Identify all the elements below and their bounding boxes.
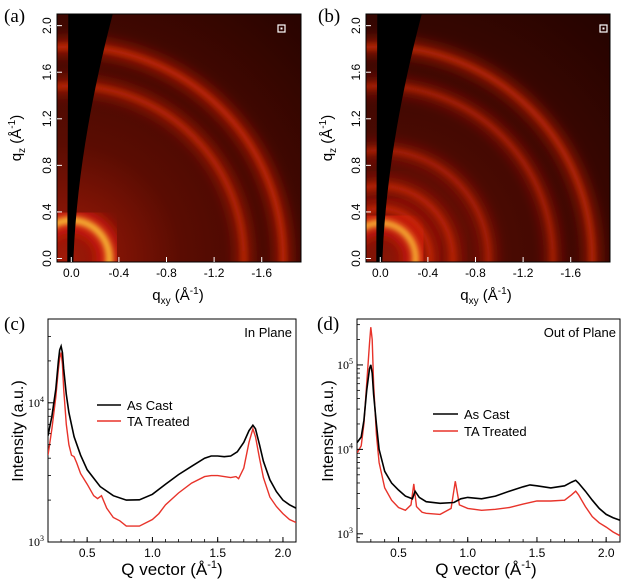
- panel-c-series-as-cast-line: [48, 343, 296, 509]
- panel-a-y-tick-label-3: 1.2: [40, 110, 54, 127]
- panel-d-y-tick-label-2: 105: [337, 357, 353, 372]
- panel-c-series-ta-treated-line: [48, 352, 296, 527]
- panel-b-y-axis-label: qz (Å-1): [318, 115, 339, 161]
- panel-a-x-tick-label-1: -0.4: [109, 266, 130, 280]
- panel-c-x-tick-label-0: 0.5: [79, 546, 96, 560]
- panel-a-y-tick-label-5: 2.0: [40, 17, 54, 34]
- panel-b-x-tick-label-3: -1.2: [513, 266, 534, 280]
- panel-a-y-tick-label-0: 0.0: [40, 250, 54, 267]
- panel-c-label: (c): [4, 314, 25, 335]
- panel-a-y-tick-label-2: 0.8: [40, 157, 54, 174]
- panel-d-legend: As Cast TA Treated: [433, 407, 527, 439]
- panel-a-y-tick-label-1: 0.4: [40, 203, 54, 220]
- panel-a: 0.0 -0.4 -0.8 -1.2 -1.6 0.0 0.4 0.8 1.2 1.6 2.0 (…: [4, 6, 302, 307]
- panel-b-x-ticks: 0.0 -0.4 -0.8 -1.2 -1.6: [372, 257, 581, 280]
- panel-b-x-axis-label: qxy (Å-1): [460, 286, 511, 307]
- panel-c-legend: As Cast TA Treated: [97, 398, 190, 429]
- panel-d-x-ticks: 0.5 1.0 1.5 2.0: [356, 537, 621, 560]
- panel-b-y-tick-label-3: 1.2: [349, 110, 363, 127]
- panel-a-label: (a): [4, 6, 25, 27]
- panel-d-legend-ta-treated-label: TA Treated: [464, 424, 527, 439]
- panel-b-frame: [365, 13, 611, 263]
- panel-d-y-tick-label-1: 104: [337, 441, 353, 456]
- panel-b-x-tick-label-1: -0.4: [418, 266, 439, 280]
- panel-d-frame: [356, 318, 621, 543]
- panel-b-missing-wedge: [376, 14, 422, 262]
- panel-a-x-tick-label-2: -0.8: [156, 266, 177, 280]
- panel-b-y-ticks: 0.0 0.4 0.8 1.2 1.6 2.0: [349, 17, 371, 267]
- panel-b-y-tick-label-2: 0.8: [349, 157, 363, 174]
- panel-c: 0.5 1.0 1.5 2.0 103 104 (c) In Plane As Cast…: [4, 314, 297, 579]
- panel-b: 0.0 -0.4 -0.8 -1.2 -1.6 0.0 0.4 0.8 1.2 1.6 2.0 (…: [318, 6, 611, 307]
- panel-b-y-tick-label-1: 0.4: [349, 203, 363, 220]
- panel-b-y-tick-label-5: 2.0: [349, 17, 363, 34]
- panel-d-title: Out of Plane: [544, 325, 616, 340]
- panel-c-legend-ta-treated-label: TA Treated: [127, 414, 190, 429]
- panel-a-y-ticks: 0.0 0.4 0.8 1.2 1.6 2.0: [40, 17, 62, 267]
- panel-c-y-axis-label: Intensity (a.u.): [10, 380, 27, 481]
- panel-a-beamstop-marker: [277, 24, 286, 33]
- panel-b-x-tick-label-2: -0.8: [465, 266, 486, 280]
- panel-d-series-as-cast-line: [357, 364, 620, 521]
- panel-a-y-axis-label: qz (Å-1): [7, 115, 28, 161]
- panel-c-x-tick-label-3: 2.0: [275, 546, 292, 560]
- panel-c-y-ticks: 103 104: [28, 318, 54, 549]
- panel-b-x-tick-label-0: 0.0: [372, 266, 389, 280]
- panel-a-x-tick-label-4: -1.6: [251, 266, 272, 280]
- panel-a-missing-wedge: [67, 14, 113, 262]
- panel-d-label: (d): [317, 314, 339, 335]
- panel-a-x-axis-label: qxy (Å-1): [152, 286, 203, 307]
- panel-a-x-tick-label-3: -1.2: [204, 266, 225, 280]
- panel-d-legend-as-cast-label: As Cast: [464, 407, 510, 422]
- panel-d-series-ta-treated-line: [357, 327, 620, 537]
- panel-c-x-tick-label-2: 1.5: [209, 546, 226, 560]
- panel-d-y-tick-label-0: 103: [337, 526, 353, 541]
- panel-d-x-axis-label: Q vector (Å-1): [435, 559, 536, 579]
- panel-c-x-ticks: 0.5 1.0 1.5 2.0: [47, 537, 297, 560]
- panel-b-beamstop-marker: [599, 24, 608, 33]
- panel-d-x-tick-label-2: 1.5: [529, 546, 546, 560]
- panel-a-y-tick-label-4: 1.6: [40, 64, 54, 81]
- panel-d-y-ticks: 103 104 105: [337, 324, 363, 543]
- panel-c-legend-as-cast-label: As Cast: [127, 398, 173, 413]
- panel-d-x-tick-label-0: 0.5: [390, 546, 407, 560]
- panel-a-x-tick-label-0: 0.0: [63, 266, 80, 280]
- panel-c-x-tick-label-1: 1.0: [144, 546, 161, 560]
- panel-d-x-tick-label-1: 1.0: [459, 546, 476, 560]
- panel-c-x-axis-label: Q vector (Å-1): [121, 559, 222, 579]
- panel-d-x-tick-label-3: 2.0: [598, 546, 615, 560]
- panel-b-x-tick-label-4: -1.6: [560, 266, 581, 280]
- panel-a-frame: [56, 13, 302, 263]
- panel-d-y-axis-label: Intensity (a.u.): [320, 380, 337, 481]
- panel-c-title: In Plane: [244, 325, 292, 340]
- panel-b-y-tick-label-4: 1.6: [349, 64, 363, 81]
- panel-a-x-ticks: 0.0 -0.4 -0.8 -1.2 -1.6: [63, 257, 272, 280]
- panel-c-frame: [47, 318, 297, 543]
- panel-b-y-tick-label-0: 0.0: [349, 250, 363, 267]
- panel-b-label: (b): [318, 6, 340, 27]
- panel-c-y-tick-label-0: 103: [28, 534, 44, 549]
- panel-c-y-tick-label-1: 104: [28, 395, 44, 410]
